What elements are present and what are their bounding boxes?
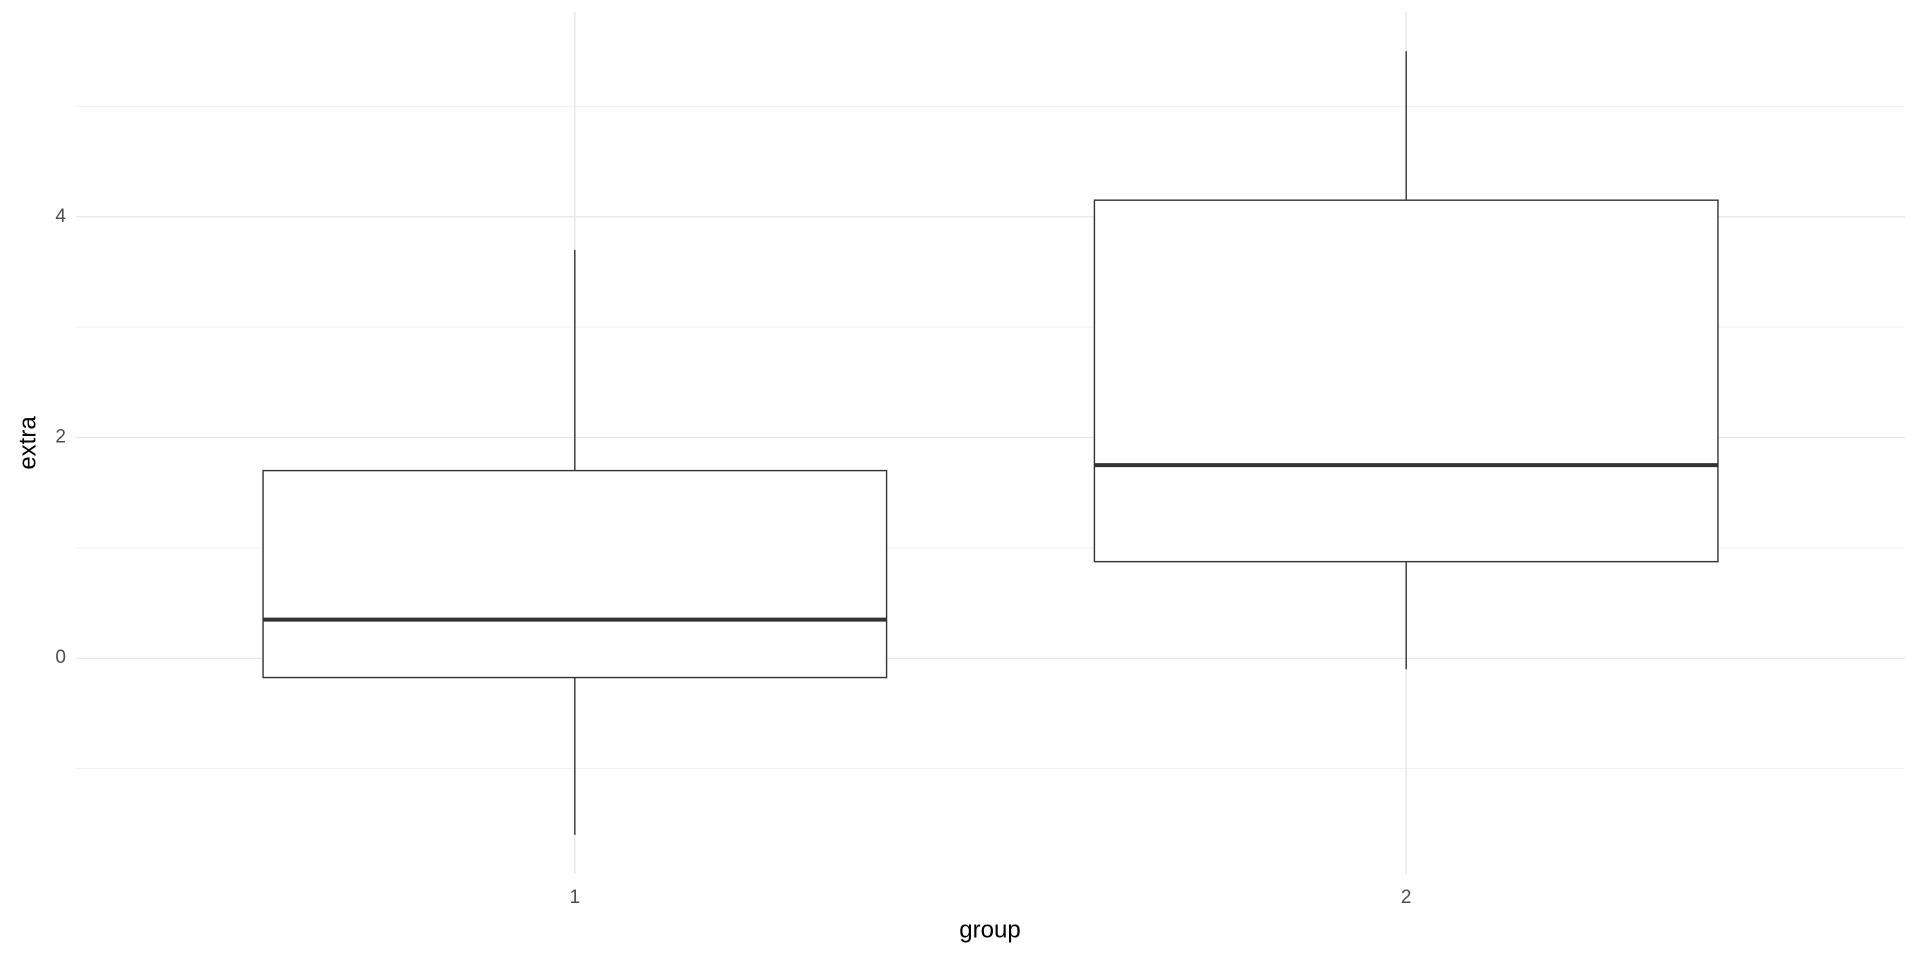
x-axis-title: group — [959, 916, 1020, 943]
box — [262, 469, 888, 679]
x-tick-label: 2 — [1401, 887, 1412, 908]
y-tick-label: 0 — [55, 647, 66, 668]
x-tick-label: 1 — [570, 887, 581, 908]
y-axis-title: extra — [14, 416, 41, 470]
box — [1093, 199, 1719, 563]
y-tick-label: 4 — [55, 206, 66, 227]
y-tick-label: 2 — [55, 426, 66, 447]
